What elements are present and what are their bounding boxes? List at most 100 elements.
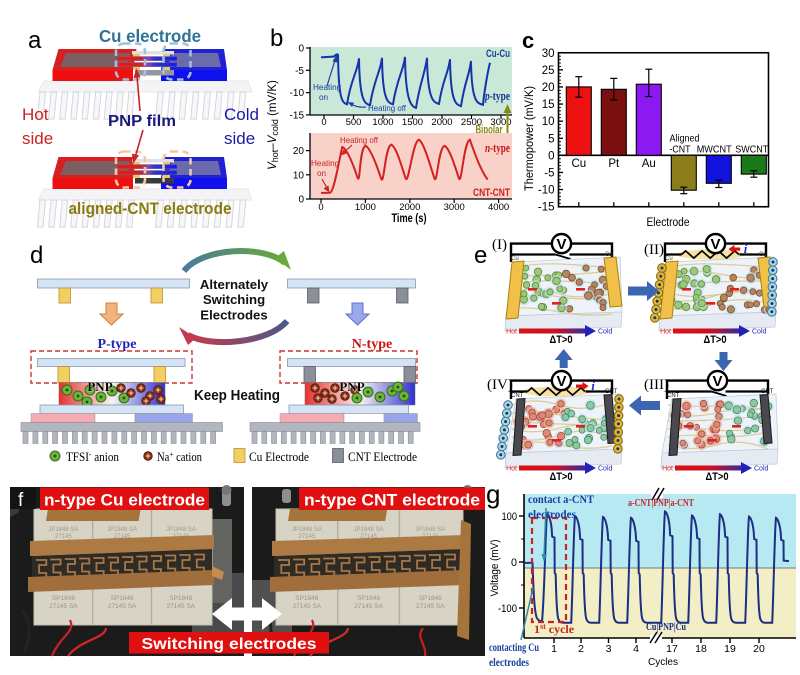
svg-text:i: i	[591, 378, 595, 393]
svg-text:27145 SA: 27145 SA	[49, 603, 78, 610]
svg-text:Cu: Cu	[571, 158, 586, 170]
svg-text:Keep Heating: Keep Heating	[194, 388, 280, 404]
svg-text:JP1848 SA: JP1848 SA	[292, 527, 322, 533]
svg-text:0: 0	[321, 117, 326, 128]
svg-text:V: V	[710, 236, 720, 253]
svg-text:0: 0	[548, 150, 554, 162]
svg-text:2000: 2000	[431, 117, 452, 128]
svg-text:a-CNT|PNP|a-CNT: a-CNT|PNP|a-CNT	[628, 498, 694, 509]
svg-text:27145: 27145	[299, 534, 316, 540]
svg-text:10: 10	[542, 116, 555, 128]
svg-text:side: side	[22, 129, 53, 148]
svg-text:27145 SA: 27145 SA	[108, 603, 137, 610]
svg-text:Hot: Hot	[660, 329, 671, 336]
svg-text:JP1848 SA: JP1848 SA	[48, 527, 78, 533]
svg-text:a: a	[28, 27, 42, 54]
svg-text:on: on	[319, 93, 329, 102]
svg-text:b: b	[270, 25, 283, 52]
svg-text:Heating off: Heating off	[368, 104, 407, 113]
svg-text:JP1848 SA: JP1848 SA	[354, 527, 384, 533]
svg-text:20: 20	[293, 146, 305, 157]
svg-text:0: 0	[511, 557, 517, 569]
svg-text:20: 20	[753, 643, 765, 655]
svg-text:27145 SA: 27145 SA	[167, 603, 196, 610]
svg-text:1000: 1000	[372, 117, 393, 128]
svg-text:27145 SA: 27145 SA	[293, 603, 322, 610]
svg-text:18: 18	[695, 643, 707, 655]
svg-text:g: g	[486, 479, 500, 509]
svg-text:SP1848: SP1848	[111, 595, 135, 602]
svg-text:Na+ cation: Na+ cation	[157, 449, 203, 464]
svg-text:-5: -5	[295, 66, 304, 77]
svg-text:PNP film: PNP film	[108, 113, 176, 130]
svg-text:electrodes: electrodes	[528, 507, 576, 521]
svg-text:JP1848 SA: JP1848 SA	[415, 527, 445, 533]
svg-text:Cu electrode: Cu electrode	[99, 26, 201, 46]
svg-text:Cold: Cold	[754, 466, 769, 473]
svg-text:Heating: Heating	[313, 83, 342, 92]
svg-text:SP1848: SP1848	[52, 595, 76, 602]
svg-text:V: V	[556, 236, 566, 253]
svg-text:Cu: Cu	[759, 252, 767, 258]
svg-text:-100: -100	[498, 603, 517, 615]
svg-text:SP1848: SP1848	[169, 595, 193, 602]
svg-text:CNT: CNT	[761, 389, 774, 395]
svg-text:side: side	[224, 129, 255, 148]
svg-text:PNP: PNP	[339, 379, 364, 394]
svg-text:Cu: Cu	[665, 256, 673, 262]
svg-text:(I): (I)	[492, 237, 507, 253]
svg-text:Vhot–Vcold (mV/K): Vhot–Vcold (mV/K)	[267, 80, 280, 170]
svg-text:Hot: Hot	[506, 466, 517, 473]
svg-text:3: 3	[606, 643, 612, 655]
svg-text:V: V	[712, 373, 722, 390]
svg-text:SP1848: SP1848	[295, 595, 319, 602]
svg-text:Cu-Cu: Cu-Cu	[486, 48, 510, 60]
svg-text:3000: 3000	[490, 117, 511, 128]
svg-text:(II): (II)	[644, 242, 664, 258]
svg-text:p-type: p-type	[484, 88, 510, 103]
svg-text:n-type: n-type	[485, 140, 510, 155]
svg-text:Heating off: Heating off	[340, 136, 379, 145]
svg-text:Electrode: Electrode	[647, 217, 690, 229]
svg-text:2500: 2500	[461, 117, 482, 128]
svg-text:SP1848: SP1848	[419, 595, 443, 602]
svg-text:Heating: Heating	[311, 159, 340, 168]
svg-text:V: V	[556, 373, 566, 390]
svg-text:MWCNT: MWCNT	[697, 144, 732, 156]
svg-text:n-type Cu electrode: n-type Cu electrode	[44, 492, 205, 510]
svg-text:4000: 4000	[488, 202, 509, 213]
svg-text:(IV): (IV)	[487, 377, 513, 393]
svg-text:P-type: P-type	[98, 337, 137, 352]
svg-text:Hot: Hot	[506, 329, 517, 336]
svg-text:ΔT>0: ΔT>0	[550, 471, 573, 483]
svg-text:Pt: Pt	[608, 158, 620, 170]
svg-text:0: 0	[298, 44, 304, 55]
svg-text:27145 SA: 27145 SA	[354, 603, 383, 610]
svg-text:Cycles: Cycles	[648, 656, 678, 668]
svg-text:5: 5	[548, 133, 554, 145]
svg-text:Time (s): Time (s)	[392, 211, 427, 225]
svg-text:500: 500	[346, 117, 362, 128]
svg-text:27145 SA: 27145 SA	[416, 603, 445, 610]
svg-text:10: 10	[293, 170, 305, 181]
svg-text:Cold: Cold	[224, 105, 259, 124]
svg-text:aligned-CNT electrode: aligned-CNT electrode	[69, 200, 232, 218]
svg-text:-10: -10	[290, 88, 305, 99]
svg-text:15: 15	[542, 99, 555, 111]
svg-text:CNT Electrode: CNT Electrode	[348, 450, 417, 464]
svg-text:f: f	[18, 490, 24, 511]
svg-text:Cu Electrode: Cu Electrode	[249, 450, 309, 464]
svg-text:CNT: CNT	[667, 393, 680, 399]
svg-text:c: c	[522, 28, 534, 53]
svg-text:Au: Au	[642, 158, 656, 170]
svg-text:19: 19	[724, 643, 736, 655]
svg-text:27145: 27145	[114, 534, 131, 540]
svg-text:ΔT>0: ΔT>0	[704, 334, 727, 346]
svg-text:3000: 3000	[444, 202, 465, 213]
svg-text:CNT: CNT	[605, 389, 618, 395]
svg-text:100: 100	[502, 511, 518, 523]
svg-text:Aligned: Aligned	[670, 133, 700, 145]
svg-text:Hot: Hot	[22, 105, 49, 124]
svg-text:17: 17	[666, 643, 678, 655]
svg-text:i: i	[744, 241, 748, 256]
